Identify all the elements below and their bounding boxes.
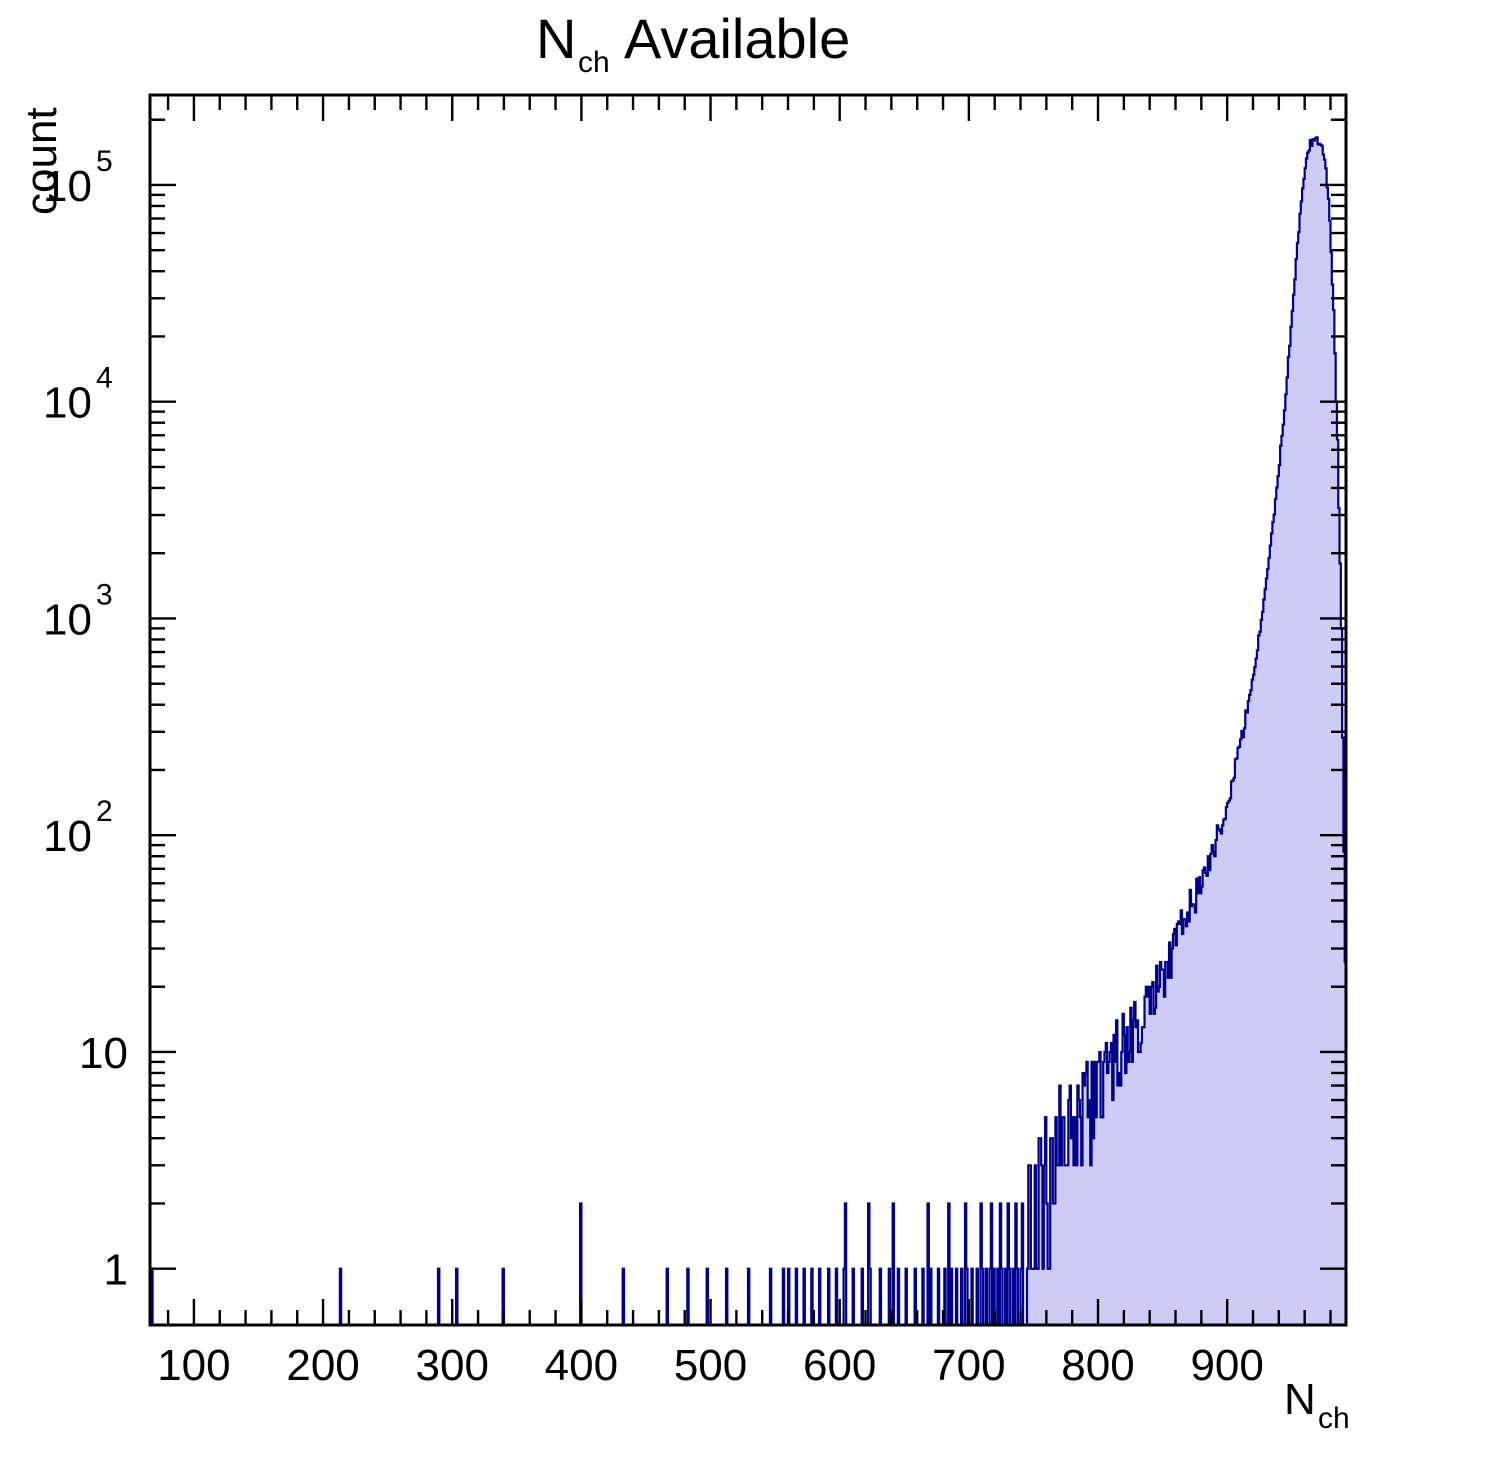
y-tick-label: 104 — [43, 362, 113, 428]
svg-text:10: 10 — [79, 1029, 128, 1078]
svg-text:5: 5 — [96, 145, 113, 178]
svg-text:1: 1 — [104, 1246, 128, 1295]
x-tick-label: 300 — [416, 1341, 489, 1390]
plot-frame — [148, 93, 1348, 1327]
histogram-series — [150, 136, 1348, 1327]
y-axis-label: count — [17, 107, 66, 215]
svg-text:2: 2 — [96, 795, 113, 828]
x-axis-label-subscript: ch — [1318, 1402, 1350, 1435]
title-rest: Available — [624, 7, 850, 70]
x-axis-label: N ch — [1284, 1375, 1350, 1435]
x-tick-label: 500 — [674, 1341, 747, 1390]
x-tick-label: 200 — [286, 1341, 359, 1390]
svg-text:3: 3 — [96, 578, 113, 611]
plot-title: N ch Available — [536, 7, 850, 79]
svg-text:10: 10 — [43, 812, 92, 861]
title-main: N — [536, 7, 576, 70]
axis-ticks — [150, 95, 1346, 1325]
y-tick-label: 102 — [43, 795, 113, 861]
svg-text:10: 10 — [43, 595, 92, 644]
svg-text:10: 10 — [43, 162, 92, 211]
x-tick-label: 100 — [157, 1341, 230, 1390]
y-tick-label: 1 — [104, 1246, 128, 1295]
x-tick-label: 400 — [545, 1341, 618, 1390]
x-tick-label: 600 — [803, 1341, 876, 1390]
svg-text:10: 10 — [43, 379, 92, 428]
y-tick-label: 10 — [79, 1029, 128, 1078]
axis-tick-labels: 100 200 300 400 500 600 700 800 9001101021031041… — [43, 145, 1264, 1390]
x-tick-label: 800 — [1061, 1341, 1134, 1390]
y-tick-label: 103 — [43, 578, 113, 644]
x-axis-label-main: N — [1284, 1375, 1316, 1424]
title-subscript: ch — [578, 46, 610, 79]
x-tick-label: 700 — [932, 1341, 1005, 1390]
y-tick-label: 105 — [43, 145, 113, 211]
svg-text:4: 4 — [96, 362, 113, 395]
x-tick-label: 900 — [1190, 1341, 1263, 1390]
